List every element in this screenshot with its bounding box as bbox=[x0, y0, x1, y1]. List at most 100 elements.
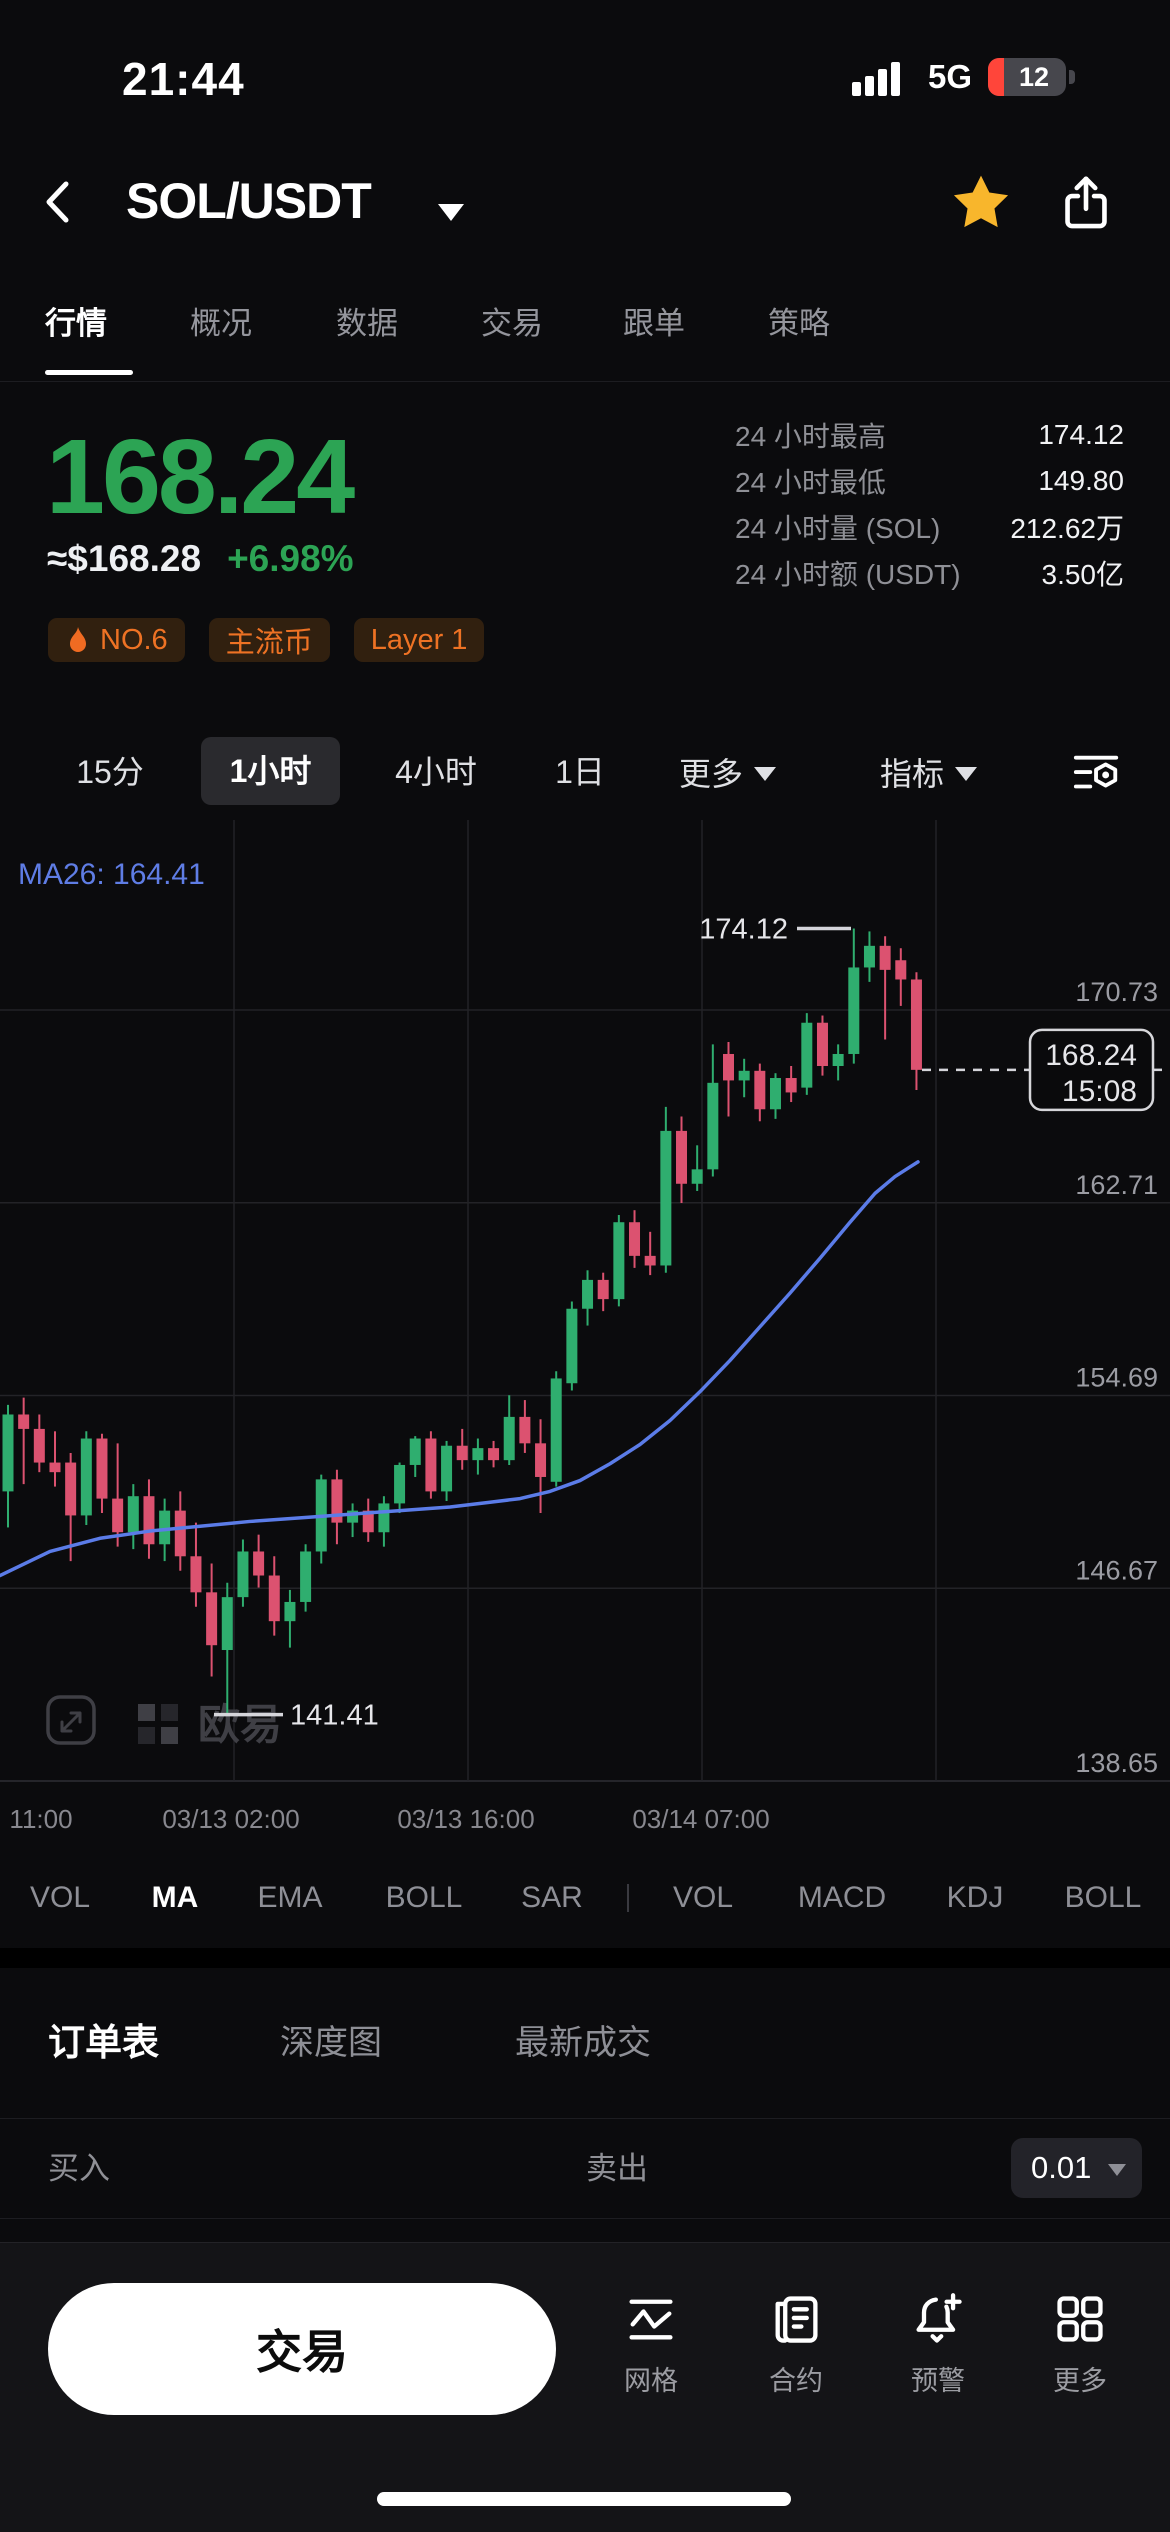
nav-more[interactable]: 更多 bbox=[1020, 2291, 1140, 2398]
indicator-boll-sub[interactable]: BOLL bbox=[1064, 1881, 1142, 1914]
category-badge[interactable]: 主流币 bbox=[208, 618, 330, 662]
stat-value: 174.12 bbox=[1038, 419, 1124, 450]
battery-percent: 12 bbox=[1019, 61, 1050, 92]
nav-label: 更多 bbox=[1053, 2366, 1107, 2396]
rank-badge-label: NO.6 bbox=[100, 623, 168, 656]
divider bbox=[0, 381, 1170, 382]
rank-badge[interactable]: NO.6 bbox=[48, 618, 185, 662]
chart-settings-icon[interactable] bbox=[1072, 752, 1122, 796]
trade-button[interactable]: 交易 bbox=[48, 2283, 556, 2415]
cellular-signal-icon bbox=[852, 62, 900, 96]
nav-grid-trading[interactable]: 网格 bbox=[591, 2291, 711, 2398]
svg-text:138.65: 138.65 bbox=[1075, 1748, 1158, 1778]
pair-title[interactable]: SOL/USDT bbox=[126, 173, 372, 229]
svg-text:11:00: 11:00 bbox=[9, 1804, 72, 1834]
svg-text:174.12: 174.12 bbox=[699, 914, 788, 946]
tab-overview[interactable]: 概况 bbox=[190, 306, 252, 341]
precision-dropdown[interactable]: 0.01 bbox=[1011, 2138, 1142, 2198]
svg-text:146.67: 146.67 bbox=[1075, 1555, 1158, 1585]
change-percent: +6.98% bbox=[227, 538, 354, 579]
back-icon[interactable] bbox=[34, 176, 86, 228]
svg-text:03/13 16:00: 03/13 16:00 bbox=[397, 1804, 534, 1834]
alert-bell-icon bbox=[916, 2293, 962, 2343]
home-indicator[interactable] bbox=[377, 2492, 791, 2506]
indicator-kdj[interactable]: KDJ bbox=[946, 1881, 1004, 1914]
active-tab-underline bbox=[45, 370, 133, 375]
layer-badge[interactable]: Layer 1 bbox=[353, 618, 485, 662]
tab-depth-chart[interactable]: 深度图 bbox=[280, 2024, 382, 2062]
stat-value: 3.50亿 bbox=[1041, 559, 1125, 590]
svg-text:154.69: 154.69 bbox=[1075, 1363, 1158, 1393]
indicator-ema[interactable]: EMA bbox=[257, 1881, 323, 1914]
stat-value: 149.80 bbox=[1038, 465, 1124, 496]
watermark-text: 欧易 bbox=[198, 1701, 282, 1748]
svg-text:141.41: 141.41 bbox=[290, 1700, 379, 1732]
grid-trading-icon bbox=[629, 2299, 673, 2340]
token-badges: NO.6 主流币 Layer 1 bbox=[48, 618, 485, 662]
last-price-box bbox=[1028, 1028, 1155, 1112]
buy-column-label: 买入 bbox=[48, 2151, 110, 2186]
tab-quotes[interactable]: 行情 bbox=[45, 306, 107, 341]
tab-trade[interactable]: 交易 bbox=[481, 306, 543, 341]
sell-column-label: 卖出 bbox=[586, 2151, 648, 2186]
indicator-vol-main[interactable]: VOL bbox=[29, 1881, 91, 1914]
tab-order-table[interactable]: 订单表 bbox=[48, 2022, 159, 2063]
indicator-divider bbox=[627, 1884, 629, 1912]
share-icon[interactable] bbox=[1056, 172, 1116, 234]
stat-value: 212.62万 bbox=[1010, 513, 1124, 544]
divider bbox=[0, 2118, 1170, 2119]
tf-15m[interactable]: 15分 bbox=[76, 754, 144, 790]
indicator-vol-sub[interactable]: VOL bbox=[672, 1881, 734, 1914]
tf-1h-selected[interactable]: 1小时 bbox=[201, 737, 340, 805]
timeframe-bar: 15分 1小时 4小时 1日 更多 指标 bbox=[0, 737, 1170, 809]
tab-data[interactable]: 数据 bbox=[336, 306, 398, 341]
stat-label: 24 小时最高 bbox=[735, 421, 886, 452]
battery-fill bbox=[988, 58, 1005, 96]
layer-badge-label: Layer 1 bbox=[370, 623, 468, 656]
tf-more-label: 更多 bbox=[679, 756, 744, 792]
stat-label: 24 小时最低 bbox=[735, 467, 886, 498]
status-time: 21:44 bbox=[122, 53, 245, 105]
svg-text:168.24: 168.24 bbox=[1045, 1039, 1137, 1072]
tf-1d[interactable]: 1日 bbox=[555, 754, 605, 790]
indicator-macd[interactable]: MACD bbox=[797, 1881, 887, 1914]
precision-value: 0.01 bbox=[1031, 2150, 1092, 2185]
tf-more-dropdown[interactable]: 更多 bbox=[679, 737, 777, 807]
svg-text:MA26: 164.41: MA26: 164.41 bbox=[18, 858, 205, 891]
market-tabs: 行情 概况 数据 交易 跟单 策略 bbox=[0, 300, 1170, 358]
indicator-label: 指标 bbox=[880, 756, 945, 792]
tf-4h[interactable]: 4小时 bbox=[395, 754, 477, 790]
favorite-star-icon[interactable] bbox=[950, 172, 1012, 234]
svg-text:162.71: 162.71 bbox=[1075, 1170, 1158, 1200]
svg-text:03/13 02:00: 03/13 02:00 bbox=[162, 1804, 299, 1834]
nav-label: 合约 bbox=[769, 2366, 823, 2396]
nav-contracts[interactable]: 合约 bbox=[736, 2291, 856, 2398]
stat-row-low: 24 小时最低 149.80 bbox=[735, 458, 1124, 504]
category-badge-label: 主流币 bbox=[225, 627, 313, 659]
indicator-dropdown[interactable]: 指标 bbox=[880, 737, 978, 807]
section-separator bbox=[0, 1948, 1170, 1968]
indicator-boll-main[interactable]: BOLL bbox=[385, 1881, 463, 1914]
nav-alerts[interactable]: 预警 bbox=[878, 2291, 998, 2398]
nav-label: 网格 bbox=[624, 2366, 678, 2396]
stat-label: 24 小时量 (SOL) bbox=[735, 513, 941, 544]
indicator-ma[interactable]: MA bbox=[151, 1881, 199, 1914]
stat-row-volume: 24 小时量 (SOL) 212.62万 bbox=[735, 504, 1124, 550]
tab-copy[interactable]: 跟单 bbox=[623, 306, 685, 341]
tab-strategy[interactable]: 策略 bbox=[768, 306, 830, 341]
battery-nub bbox=[1069, 70, 1076, 84]
svg-text:03/14 07:00: 03/14 07:00 bbox=[632, 1804, 769, 1834]
divider bbox=[0, 2218, 1170, 2219]
pair-selector-caret-icon[interactable] bbox=[438, 204, 464, 221]
battery-icon: 12 bbox=[988, 58, 1076, 96]
svg-text:15:08: 15:08 bbox=[1062, 1075, 1137, 1108]
status-right-cluster: 5G 12 bbox=[852, 58, 1076, 96]
last-price: 168.24 bbox=[46, 418, 355, 536]
network-type-label: 5G bbox=[928, 58, 973, 95]
stat-label: 24 小时额 (USDT) bbox=[735, 559, 961, 590]
price-subline: ≈$168.28 +6.98% bbox=[47, 538, 354, 580]
price-chart[interactable]: 170.73 162.71 154.69 146.67 138.65 11:00 03/13… bbox=[0, 820, 1170, 1840]
tab-latest-trades[interactable]: 最新成交 bbox=[515, 2024, 651, 2062]
indicator-sar[interactable]: SAR bbox=[521, 1881, 583, 1914]
